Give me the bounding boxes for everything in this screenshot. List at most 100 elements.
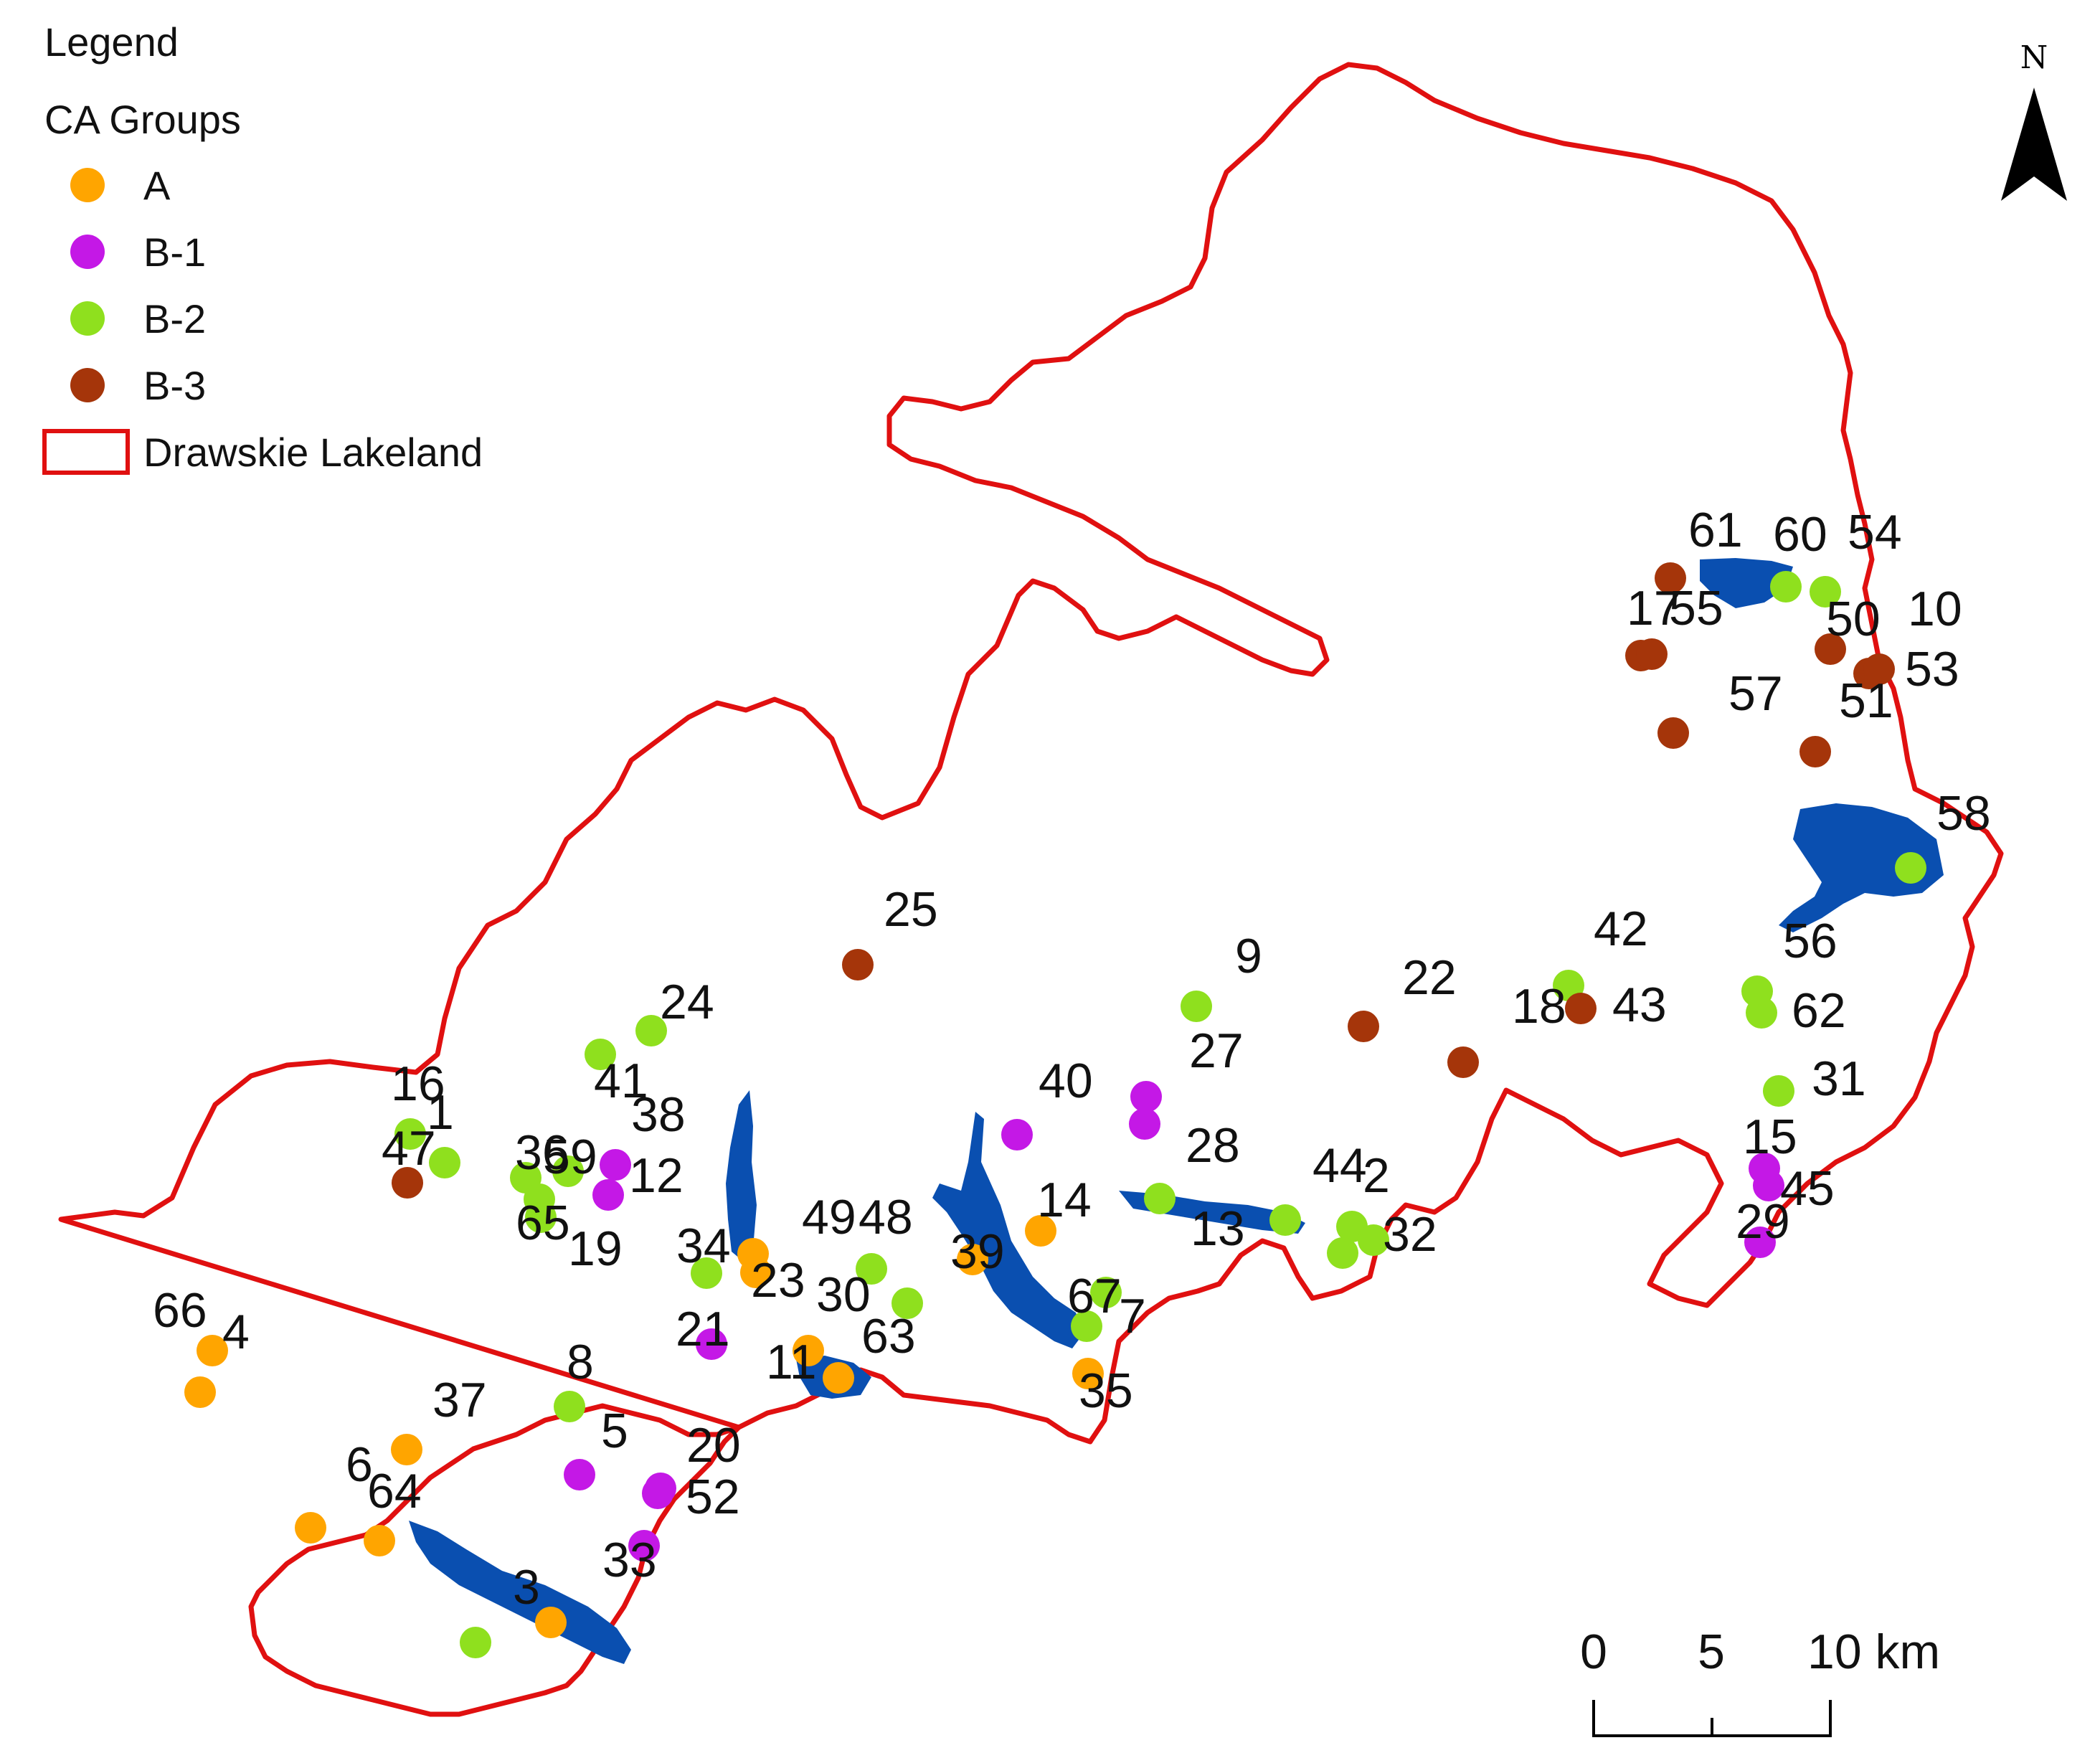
site-label-64: 64	[367, 1464, 422, 1518]
site-point-3	[535, 1607, 567, 1638]
drawskie-lakeland-boundary	[58, 62, 2004, 1717]
site-label-44: 44	[1312, 1138, 1367, 1193]
site-label-16: 16	[391, 1057, 445, 1111]
site-label-33: 33	[602, 1533, 657, 1587]
site-label-13: 13	[1191, 1201, 1245, 1256]
site-label-45: 45	[1780, 1161, 1835, 1216]
site-point-35	[1072, 1358, 1104, 1389]
site-point-11	[823, 1362, 854, 1394]
site-point-7	[1071, 1310, 1102, 1342]
legend-label-b3: B-3	[143, 363, 206, 408]
site-label-66: 66	[153, 1283, 207, 1338]
site-point-40	[1001, 1119, 1033, 1150]
site-label-62: 62	[1792, 983, 1846, 1038]
legend-label-boundary: Drawskie Lakeland	[143, 430, 483, 475]
site-point-41	[585, 1039, 616, 1070]
site-label-39: 39	[950, 1224, 1005, 1279]
site-label-22: 22	[1402, 950, 1457, 1005]
legend-label-b2: B-2	[143, 296, 206, 341]
lake	[409, 1521, 631, 1664]
site-point-8	[554, 1391, 585, 1422]
site-label-57: 57	[1728, 666, 1783, 721]
site-point-44	[1269, 1204, 1301, 1236]
site-point-34	[691, 1257, 722, 1289]
site-point-50	[1815, 633, 1846, 665]
scale-tick-10: 10 km	[1807, 1625, 1940, 1679]
site-point-51	[1799, 736, 1831, 767]
site-point-39	[957, 1244, 988, 1275]
site-label-20: 20	[686, 1418, 741, 1473]
site-label-23: 23	[751, 1253, 805, 1308]
site-point-64	[364, 1525, 395, 1556]
site-point-54	[1810, 576, 1841, 608]
legend-swatch-b3	[70, 368, 105, 402]
legend-item-boundary: Drawskie Lakeland	[42, 429, 483, 475]
north-arrow: N	[2001, 39, 2067, 201]
site-point-58	[1895, 852, 1926, 884]
site-label-48: 48	[859, 1190, 913, 1244]
site-label-42: 42	[1594, 902, 1648, 956]
site-label-35: 35	[1079, 1364, 1133, 1418]
site-labels-layer: 1234567891011121314151617181920212223242…	[153, 503, 1991, 1615]
legend-item-b1: B-1	[70, 230, 206, 275]
north-arrow-icon	[2001, 88, 2067, 201]
site-label-28: 28	[1186, 1118, 1240, 1173]
site-label-15: 15	[1743, 1110, 1797, 1164]
site-label-25: 25	[884, 882, 938, 937]
site-label-14: 14	[1037, 1173, 1092, 1227]
lakes-layer	[409, 558, 1944, 1664]
site-label-36: 36	[515, 1125, 569, 1180]
legend-item-a: A	[70, 163, 171, 208]
site-point-47	[392, 1167, 423, 1199]
legend-label-a: A	[143, 163, 171, 208]
site-point-55	[1636, 638, 1668, 670]
site-label-1: 1	[427, 1085, 454, 1140]
site-point-13	[1144, 1183, 1176, 1214]
site-point-25	[842, 949, 874, 980]
site-point-22	[1348, 1011, 1379, 1042]
site-label-34: 34	[676, 1219, 731, 1273]
site-point-21	[696, 1328, 727, 1360]
site-point-60	[1770, 571, 1802, 602]
site-label-49: 49	[802, 1190, 856, 1244]
site-label-11: 11	[766, 1335, 817, 1389]
site-label-30: 30	[816, 1267, 871, 1322]
site-label-5: 5	[601, 1404, 628, 1458]
site-label-55: 55	[1669, 581, 1723, 635]
site-point-18	[1447, 1046, 1479, 1078]
scale-tick-0: 0	[1580, 1625, 1607, 1679]
site-point-33	[628, 1530, 660, 1561]
legend-swatch-b1	[70, 235, 105, 269]
site-point-65	[524, 1183, 555, 1215]
lake	[1779, 803, 1944, 932]
site-label-53: 53	[1905, 642, 1959, 696]
site-point-57	[1657, 717, 1689, 749]
site-label-31: 31	[1812, 1052, 1866, 1106]
site-label-7: 7	[1119, 1289, 1146, 1343]
site-point-66	[184, 1376, 216, 1408]
site-label-38: 38	[631, 1087, 686, 1142]
site-label-4: 4	[222, 1305, 250, 1359]
site-label-27: 27	[1189, 1024, 1244, 1078]
site-label-8: 8	[567, 1335, 594, 1389]
site-point-12	[592, 1179, 624, 1211]
site-point-29	[1744, 1227, 1776, 1258]
site-point-67	[1090, 1277, 1122, 1308]
lake	[1700, 558, 1793, 608]
site-point-38	[600, 1149, 631, 1181]
site-point-27	[1130, 1081, 1162, 1112]
site-label-10: 10	[1908, 582, 1962, 636]
site-point-28	[1129, 1108, 1160, 1140]
scale-tick-5: 5	[1698, 1625, 1725, 1679]
site-label-54: 54	[1848, 505, 1902, 559]
site-label-2: 2	[1363, 1148, 1390, 1203]
legend-title: Legend	[44, 19, 179, 65]
site-label-17: 17	[1627, 581, 1681, 635]
site-point-52	[642, 1478, 673, 1509]
site-point-49	[737, 1238, 769, 1270]
site-point-59	[552, 1156, 584, 1187]
site-point-1	[429, 1147, 460, 1178]
site-point-6	[295, 1512, 326, 1544]
legend-swatch-boundary	[42, 429, 130, 475]
site-label-3: 3	[513, 1560, 540, 1615]
